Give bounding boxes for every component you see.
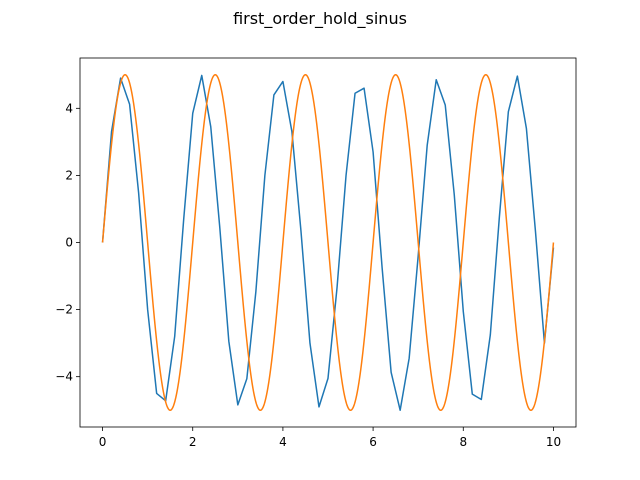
y-tick-label: 4	[65, 101, 73, 115]
chart-title: first_order_hold_sinus	[233, 9, 407, 29]
series-sinus-line	[101, 74, 555, 411]
y-tick-label: 2	[65, 168, 73, 182]
y-tick-label: 0	[65, 236, 73, 250]
x-tick-label: 10	[546, 435, 561, 449]
plot-area: 0 2 4 6 8 10 −4 −2 0 2 4	[55, 57, 577, 449]
x-tick-label: 6	[369, 435, 377, 449]
series-first-order-hold-line	[101, 74, 555, 411]
y-tick-label: −2	[55, 303, 73, 317]
x-tick-label: 8	[459, 435, 467, 449]
x-tick-label: 0	[99, 435, 107, 449]
x-tick-label: 2	[189, 435, 197, 449]
x-tick-label: 4	[279, 435, 287, 449]
y-tick-label: −4	[55, 370, 73, 384]
